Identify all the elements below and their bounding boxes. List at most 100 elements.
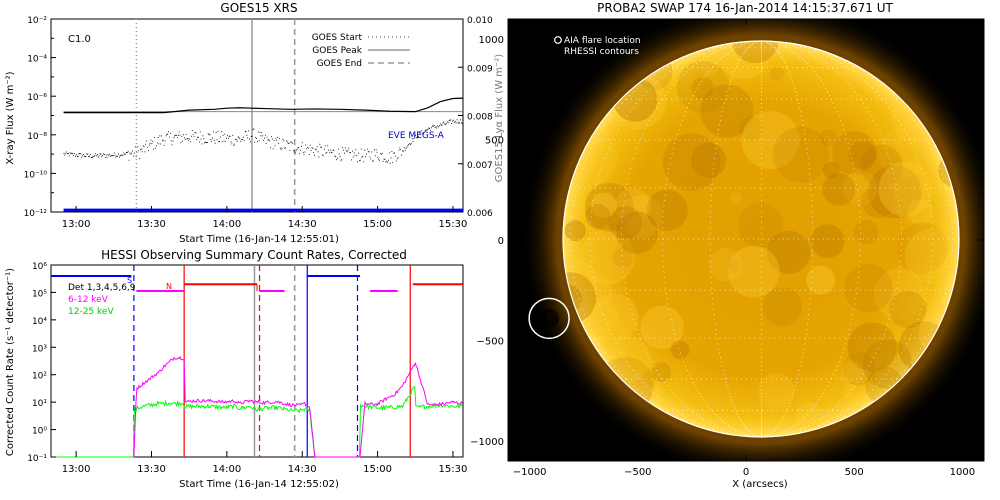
hessi-legend-6-12: 6-12 keV xyxy=(68,295,109,305)
swap-ytick-label: −1000 xyxy=(470,437,504,448)
goes-xtick-label: 15:00 xyxy=(363,219,392,230)
sun-blotch xyxy=(729,191,743,205)
legend-aia-icon xyxy=(554,36,562,44)
sun-blotch xyxy=(862,339,913,389)
sun-blotch xyxy=(585,182,634,232)
hessi-xtick-label: 14:00 xyxy=(212,464,241,475)
hessi-ytick-label: 10⁵ xyxy=(32,289,47,299)
goes-class-label: C1.0 xyxy=(68,34,91,45)
sun-blotch xyxy=(860,144,903,187)
sun-blotch xyxy=(889,290,927,329)
goes-ytick-label: 10⁻¹² xyxy=(24,209,48,219)
sun-blotch xyxy=(739,117,763,141)
goes-yrtick-label: 0.009 xyxy=(467,64,493,74)
goes-xtick-label: 13:00 xyxy=(62,219,91,230)
swap-xtick-label: −1000 xyxy=(513,467,547,478)
sun-blotch xyxy=(662,133,721,191)
swap-ytick-label: 0 xyxy=(498,236,504,247)
goes-xlabel: Start Time (16-Jan-14 12:55:01) xyxy=(179,234,339,245)
sun-blotch xyxy=(847,322,897,372)
sun-blotch xyxy=(819,129,837,147)
hessi-ytick-label: 10⁻¹ xyxy=(27,454,47,464)
sun-blotch xyxy=(691,77,714,100)
legend-aia: AIA flare location xyxy=(564,36,641,46)
sun-blotch xyxy=(904,228,959,284)
rhessi-contour xyxy=(543,312,555,324)
sun-blotch xyxy=(841,360,864,383)
sun-blotch xyxy=(822,161,840,179)
legend-goes-end: GOES End xyxy=(317,59,362,69)
sun-blotch xyxy=(731,41,779,64)
hessi-12-25-series xyxy=(51,386,463,458)
sun-blotch xyxy=(700,56,720,76)
sun-blotch xyxy=(772,126,829,183)
hessi-xtick-label: 15:30 xyxy=(439,464,468,475)
goes-ytick-label: 10⁻⁸ xyxy=(27,132,47,142)
sun-blotch xyxy=(676,60,729,114)
sun-blotch xyxy=(605,336,651,382)
rhessi-contour xyxy=(545,314,553,322)
goes-ytick-label: 10⁻⁶ xyxy=(27,93,47,103)
sun-blotch xyxy=(708,247,742,282)
sun-blotch xyxy=(608,206,643,240)
aia-flare-circle xyxy=(528,297,570,340)
sun-blotch xyxy=(762,286,803,327)
sun-blotch xyxy=(563,256,598,313)
sun-blotch xyxy=(727,260,741,274)
goes-yrtick-label: 0.006 xyxy=(467,209,493,219)
sun-blotch xyxy=(716,41,771,80)
hessi-ytick-label: 10³ xyxy=(32,344,47,354)
sun-blotch xyxy=(806,265,836,295)
goes-ytick-label: 10⁻⁴ xyxy=(27,55,47,65)
sun-blotch xyxy=(564,220,586,242)
sun-blotch xyxy=(651,362,672,383)
sun-blotch xyxy=(844,263,893,313)
sun-blotch xyxy=(832,131,877,176)
goes-xtick-label: 15:30 xyxy=(439,219,468,230)
swap-ytick-label: −500 xyxy=(477,336,504,347)
eve-label: EVE MEGS-A xyxy=(388,131,445,141)
sun-blotch xyxy=(615,211,659,254)
sun-blotch xyxy=(614,188,652,225)
sun-blotch xyxy=(767,230,811,274)
sun-blotch xyxy=(579,229,635,285)
sun-blotch xyxy=(853,219,879,245)
goes-yrtick-label: 0.008 xyxy=(467,113,493,123)
swap-xlabel: X (arcsecs) xyxy=(732,479,788,490)
sun-blotch xyxy=(907,199,934,226)
hessi-xtick-label: 13:30 xyxy=(137,464,166,475)
sun-blotch xyxy=(727,245,780,298)
hessi-legend-det: Det 1,3,4,5,6,9 xyxy=(68,283,136,293)
hessi-xtick-label: 13:00 xyxy=(62,464,91,475)
rhessi-contour xyxy=(541,310,557,326)
sun-blotch xyxy=(878,161,934,217)
goes-plot-frame xyxy=(50,18,464,213)
sun-blotch xyxy=(769,66,785,82)
sun-blotch xyxy=(861,185,895,219)
sun-blotch xyxy=(590,293,639,343)
hessi-flag-s: S xyxy=(127,276,132,285)
goes-ylabel-right: GOES15 Lyα Flux (W m⁻²) xyxy=(494,54,505,182)
hessi-legend-12-25: 12-25 keV xyxy=(68,307,114,317)
hessi-ytick-label: 10⁰ xyxy=(32,427,47,437)
goes-title: GOES15 XRS xyxy=(220,1,297,15)
goes-ytick-label: 10⁻¹⁰ xyxy=(24,170,48,180)
hessi-ytick-label: 10⁴ xyxy=(32,317,47,327)
sun-blotch xyxy=(896,222,948,274)
sun-blotch xyxy=(848,141,877,169)
goes-yrtick-label: 0.010 xyxy=(467,16,493,26)
sun-blotch xyxy=(700,84,754,138)
hessi-xtick-label: 14:30 xyxy=(288,464,317,475)
swap-xtick-label: −500 xyxy=(624,467,651,478)
hessi-title: HESSI Observing Summary Count Rates, Cor… xyxy=(101,248,407,262)
goes-xtick-label: 13:30 xyxy=(137,219,166,230)
sun-blotch xyxy=(757,372,795,409)
sun-blotch xyxy=(878,128,929,179)
sun-blotch xyxy=(670,340,690,360)
sun-blotch xyxy=(640,305,684,350)
goes-xtick-label: 14:00 xyxy=(212,219,241,230)
sun-blotch xyxy=(612,247,634,268)
sun-blotch xyxy=(585,203,611,229)
rhessi-contour xyxy=(539,308,559,328)
